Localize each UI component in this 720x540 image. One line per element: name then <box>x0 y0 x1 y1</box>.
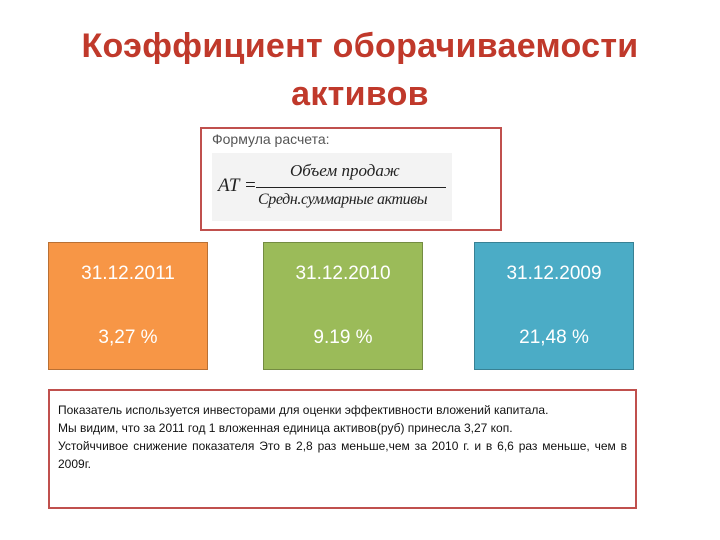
formula-image: AT = Объем продаж Средн.суммарные активы <box>212 153 452 221</box>
title-line-2: активов <box>291 75 429 113</box>
formula-denominator: Средн.суммарные активы <box>258 191 428 208</box>
fraction-line <box>256 187 446 188</box>
formula-caption: Формула расчета: <box>212 131 330 147</box>
formula-box: Формула расчета: AT = Объем продаж Средн… <box>200 127 502 231</box>
card-date: 31.12.2011 <box>81 263 175 284</box>
formula-lhs: AT = <box>218 175 257 196</box>
card-value: 9.19 % <box>313 327 373 348</box>
card-value: 21,48 % <box>519 327 589 348</box>
card-2011: 31.12.2011 3,27 % <box>48 242 208 370</box>
description-line-1: Показатель используется инвесторами для … <box>58 403 549 417</box>
description-box: Показатель используется инвесторами для … <box>48 389 637 509</box>
slide-title: Коэффициент оборачиваемости активов <box>0 22 720 118</box>
card-value: 3,27 % <box>98 327 158 348</box>
card-date: 31.12.2010 <box>295 263 391 284</box>
card-date: 31.12.2009 <box>506 263 602 284</box>
description-line-3: Устойччивое снижение показателя Это в 2,… <box>58 439 627 471</box>
card-2010: 31.12.2010 9.19 % <box>263 242 423 370</box>
card-2009: 31.12.2009 21,48 % <box>474 242 634 370</box>
description-line-2: Мы видим, что за 2011 год 1 вложенная ед… <box>58 421 513 435</box>
title-line-1: Коэффициент оборачиваемости <box>81 27 639 65</box>
formula-numerator: Объем продаж <box>290 161 400 180</box>
